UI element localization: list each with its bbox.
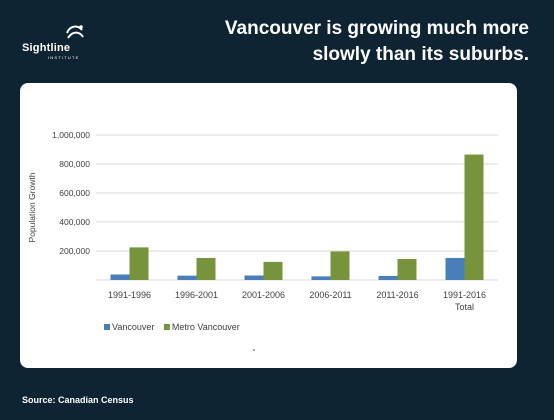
brand-subtitle: INSTITUTE bbox=[48, 55, 80, 60]
bar-vancouver bbox=[110, 274, 130, 280]
bar-vancouver bbox=[177, 275, 197, 280]
headline: Vancouver is growing much more slowly th… bbox=[224, 18, 529, 65]
y-tick-label: 1,000,000 bbox=[52, 130, 90, 140]
x-tick-label: 1996-2001 bbox=[175, 290, 218, 300]
stray-dot bbox=[253, 349, 255, 351]
bar-metro-vancouver bbox=[397, 258, 417, 280]
bar-metro-vancouver bbox=[129, 247, 149, 280]
x-tick-label: 2001-2006 bbox=[242, 290, 285, 300]
bar-vancouver bbox=[244, 275, 264, 280]
bar-metro-vancouver bbox=[263, 261, 283, 280]
bar-vancouver bbox=[445, 257, 465, 280]
y-axis-label: Population Growth bbox=[27, 172, 37, 242]
legend-swatch bbox=[104, 324, 110, 330]
legend-label: Vancouver bbox=[112, 322, 154, 332]
x-tick-label: 1991-1996 bbox=[108, 290, 151, 300]
y-tick-label: 400,000 bbox=[59, 217, 90, 227]
chart-card: 200,000 400,000 600,000 800,000 1,000,000 Pop… bbox=[20, 83, 517, 368]
bar-vancouver bbox=[378, 275, 398, 280]
bar-vancouver bbox=[311, 276, 331, 280]
legend-label: Metro Vancouver bbox=[172, 322, 240, 332]
y-tick-label: 800,000 bbox=[59, 159, 90, 169]
bar-metro-vancouver bbox=[330, 251, 350, 280]
bar-metro-vancouver bbox=[196, 257, 216, 280]
bar-chart: 200,000 400,000 600,000 800,000 1,000,000 Pop… bbox=[27, 130, 498, 332]
x-tick-label: Total bbox=[455, 302, 474, 312]
x-tick-label: 1991-2016 bbox=[443, 290, 486, 300]
x-tick-label: 2011-2016 bbox=[376, 290, 418, 300]
brand-name: Sightline bbox=[22, 42, 71, 54]
y-tick-label: 600,000 bbox=[59, 188, 90, 198]
logo: Sightline INSTITUTE bbox=[22, 25, 102, 62]
bar-metro-vancouver bbox=[464, 154, 484, 280]
source-note: Source: Canadian Census bbox=[22, 395, 134, 405]
y-tick-label: 200,000 bbox=[59, 246, 90, 256]
sightline-logo-icon bbox=[66, 25, 84, 39]
legend-swatch bbox=[163, 324, 170, 330]
x-tick-label: 2006-2011 bbox=[309, 290, 351, 300]
